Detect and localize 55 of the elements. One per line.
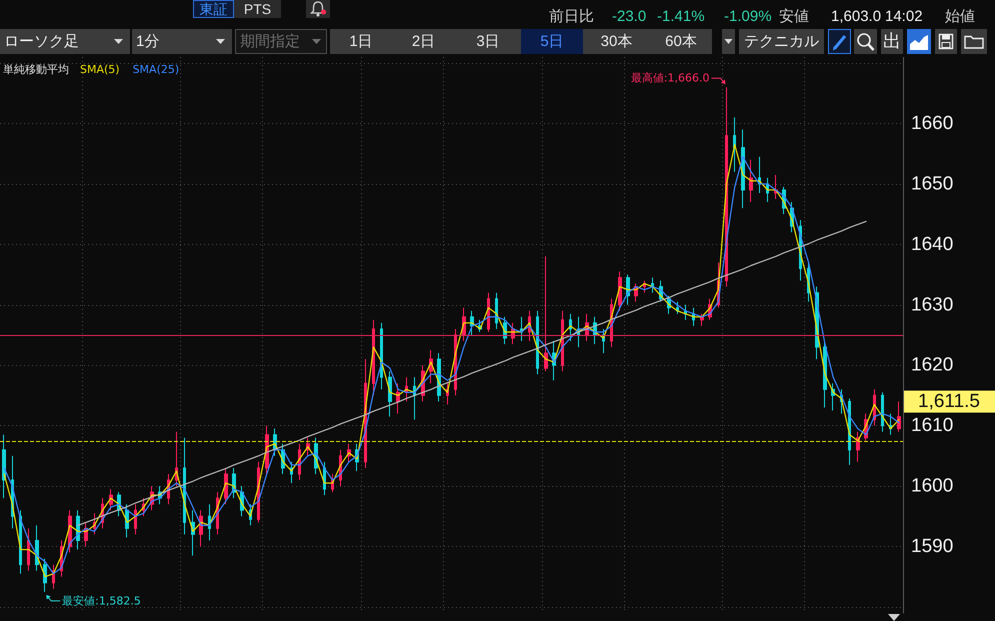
y-tick-label: 1600 [911,476,954,497]
tab: 東証 [193,0,234,18]
text: 安値 [779,8,809,26]
text: -23.0 [612,8,646,26]
line-series [77,220,867,526]
y-tick-label: 1650 [911,173,954,194]
button: 出 [881,29,903,54]
candlestick [208,504,211,541]
annotation: 最高値:1,666.0 [630,72,710,85]
candlestick [569,313,572,342]
text: 1,603.0 [831,8,882,26]
text: 始値 [945,8,975,26]
candlestick [676,301,679,314]
y-tick-label: 1660 [911,112,954,134]
candlestick [224,467,228,505]
candlestick [733,116,736,172]
text: -1.41% [657,8,705,26]
candlestick [544,256,548,372]
toggle-button: 2日 [392,29,455,54]
candlestick [520,316,523,342]
candlestick [43,558,47,592]
text: 前日比 [549,8,594,26]
text: SMA(5) [80,63,120,76]
y-tick-label: 1640 [911,234,954,255]
candlestick [487,292,490,332]
tab: PTS [234,0,281,18]
toggle-button: 3日 [455,29,521,54]
text: 14:02 [885,8,923,26]
text: 1,611.5 [918,391,980,412]
dropdown: 1分 [132,29,232,54]
y-tick-label: 1620 [911,354,954,376]
annotation: 最安値:1,582.5 [62,594,141,608]
toggle-button: 1日 [330,29,392,54]
text: -1.09% [724,8,772,26]
candlestick [413,376,416,420]
candlestick [388,370,392,418]
y-tick-label: 1630 [911,294,954,316]
legend-title: 単純移動平均 [3,63,69,76]
dropdown: 期間指定 [235,29,327,54]
candlestick [749,159,753,203]
y-tick-label: 1590 [911,536,954,558]
candlestick [618,271,622,312]
button: テクニカル [739,29,824,54]
candlestick [2,434,6,499]
text: SMA(25) [132,63,180,76]
candlestick [134,504,137,535]
candlestick [27,528,30,572]
toggle-button: 30本 [583,29,650,54]
toggle-button: 5日 [521,29,583,54]
toggle-button: 60本 [650,29,712,54]
candlestick [897,400,901,432]
candlestick [700,313,704,326]
y-tick-label: 1610 [911,415,954,436]
dropdown: ローソク足 [0,29,130,54]
candlestick [396,382,400,414]
